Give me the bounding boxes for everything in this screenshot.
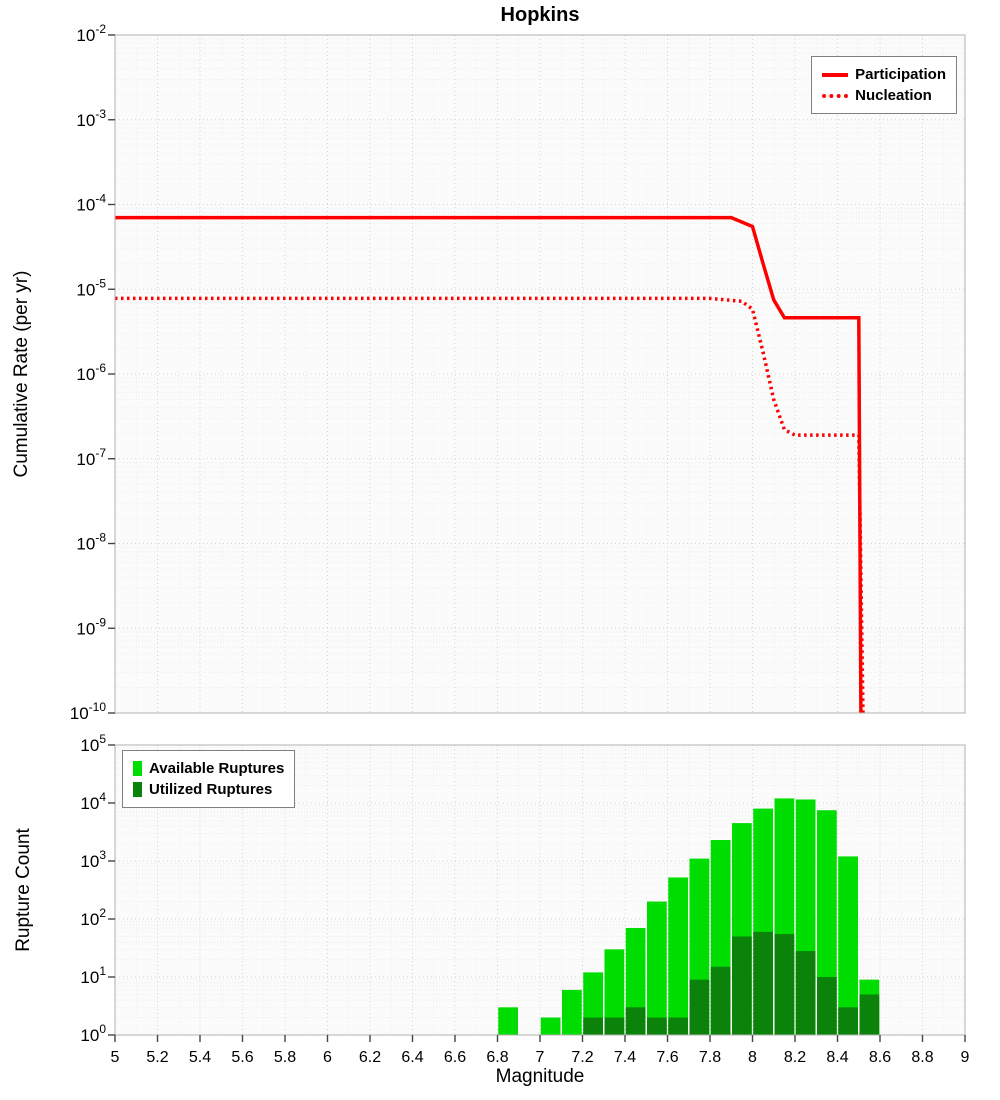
svg-text:7.4: 7.4: [614, 1049, 636, 1066]
legend-item-available-ruptures: Available Ruptures: [133, 760, 284, 777]
svg-text:10-5: 10-5: [76, 276, 106, 299]
svg-text:5.6: 5.6: [231, 1049, 253, 1066]
svg-text:103: 103: [80, 848, 106, 871]
svg-text:5.2: 5.2: [146, 1049, 168, 1066]
utilized-ruptures-swatch: [133, 782, 142, 797]
svg-text:10-9: 10-9: [76, 615, 106, 638]
svg-text:8: 8: [748, 1049, 757, 1066]
count-plot-series: [498, 798, 880, 1035]
svg-text:104: 104: [80, 790, 106, 813]
svg-text:105: 105: [80, 732, 106, 755]
rate-plot-series: [115, 215, 865, 713]
svg-text:5.4: 5.4: [189, 1049, 211, 1066]
svg-text:10-8: 10-8: [76, 531, 106, 554]
svg-text:6: 6: [323, 1049, 332, 1066]
svg-text:7.2: 7.2: [571, 1049, 593, 1066]
svg-text:100: 100: [80, 1022, 106, 1045]
svg-text:6.8: 6.8: [486, 1049, 508, 1066]
count-plot-y-axis: 105 104 103 102 101 100: [80, 732, 115, 1045]
rate-plot-y-axis: 10-2 10-3 10-4 10-5 10-6 10-7 10-8 10-9 10-10: [70, 22, 115, 723]
svg-text:10-4: 10-4: [76, 192, 106, 215]
legend-item-utilized-ruptures: Utilized Ruptures: [133, 781, 284, 798]
svg-text:8.6: 8.6: [869, 1049, 891, 1066]
svg-text:7: 7: [536, 1049, 545, 1066]
legend-item-nucleation: Nucleation: [822, 87, 946, 104]
svg-text:101: 101: [80, 964, 106, 987]
available-ruptures-swatch: [133, 761, 142, 776]
legend-label-participation: Participation: [855, 66, 946, 83]
svg-text:10-10: 10-10: [70, 700, 107, 723]
participation-line: [115, 215, 863, 713]
svg-text:10-2: 10-2: [76, 22, 106, 45]
rate-plot: 10-2 10-3 10-4 10-5 10-6 10-7 10-8 10-9 10-10: [70, 22, 966, 723]
y-axis-label-count: Rupture Count: [13, 828, 34, 952]
svg-text:7.8: 7.8: [699, 1049, 721, 1066]
nucleation-line-swatch: [822, 93, 849, 98]
x-axis-ticks: 5 5.2 5.4 5.6 5.8 6 6.2 6.4 6.6 6.8 7 7.2 7.4 7.6 7.8 8…: [111, 1035, 970, 1066]
svg-text:8.8: 8.8: [911, 1049, 933, 1066]
svg-text:8.4: 8.4: [826, 1049, 848, 1066]
chart-title: Hopkins: [500, 4, 580, 26]
svg-text:5.8: 5.8: [274, 1049, 296, 1066]
svg-text:6.6: 6.6: [444, 1049, 466, 1066]
participation-line-swatch: [822, 72, 849, 77]
legend-label-available-ruptures: Available Ruptures: [149, 760, 285, 777]
svg-text:7.6: 7.6: [656, 1049, 678, 1066]
utilized-ruptures-bars: [583, 931, 880, 1035]
legend-item-participation: Participation: [822, 66, 946, 83]
rate-plot-grid: [114, 34, 966, 714]
svg-text:10-7: 10-7: [76, 446, 106, 469]
svg-text:102: 102: [80, 906, 106, 929]
nucleation-line: [115, 296, 865, 713]
svg-text:8.2: 8.2: [784, 1049, 806, 1066]
svg-text:10-3: 10-3: [76, 107, 106, 130]
legend-label-nucleation: Nucleation: [855, 87, 932, 104]
rate-legend: Participation Nucleation: [811, 56, 957, 114]
legend-label-utilized-ruptures: Utilized Ruptures: [149, 781, 273, 798]
svg-text:6.2: 6.2: [359, 1049, 381, 1066]
svg-text:10-6: 10-6: [76, 361, 106, 384]
y-axis-label-rate: Cumulative Rate (per yr): [11, 270, 32, 478]
rupture-legend: Available Ruptures Utilized Ruptures: [122, 750, 296, 808]
svg-text:9: 9: [961, 1049, 970, 1066]
svg-text:6.4: 6.4: [401, 1049, 423, 1066]
svg-text:5: 5: [111, 1049, 120, 1066]
x-axis-label-magnitude: Magnitude: [495, 1066, 585, 1087]
